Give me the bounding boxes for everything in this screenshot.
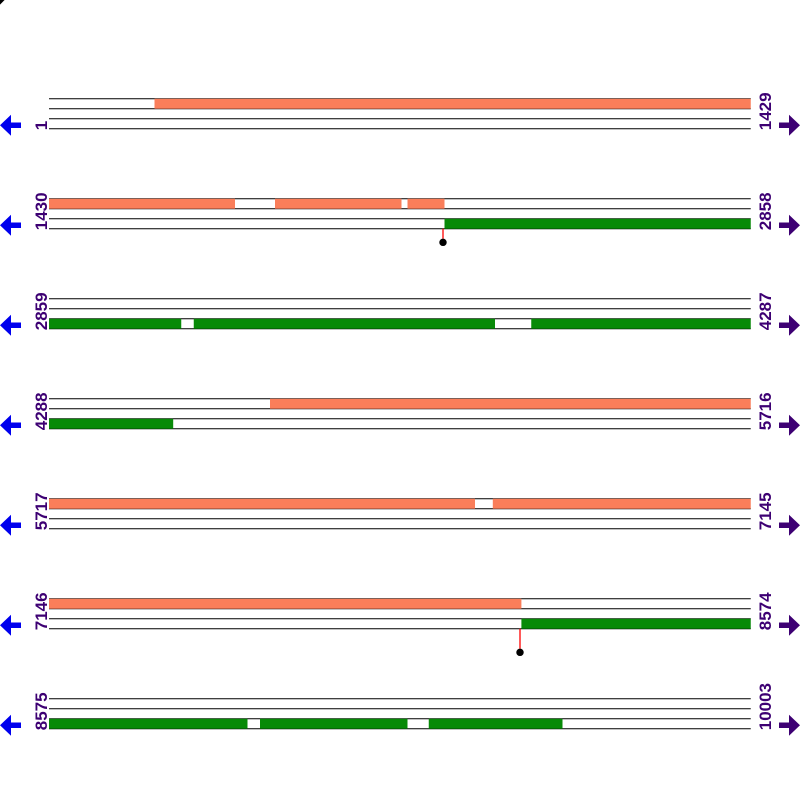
svg-text:8575: 8575 (32, 692, 51, 730)
svg-text:1430: 1430 (32, 192, 51, 230)
svg-text:7145: 7145 (756, 492, 775, 530)
svg-text:4287: 4287 (756, 292, 775, 330)
svg-text:4288: 4288 (32, 392, 51, 430)
svg-text:2859: 2859 (32, 292, 51, 330)
svg-text:1: 1 (32, 121, 51, 130)
svg-text:7146: 7146 (32, 592, 51, 630)
svg-text:10003: 10003 (756, 683, 775, 730)
svg-text:5717: 5717 (32, 492, 51, 530)
svg-text:8574: 8574 (756, 592, 775, 630)
svg-text:2858: 2858 (756, 192, 775, 230)
svg-text:1429: 1429 (756, 92, 775, 130)
svg-text:5716: 5716 (756, 392, 775, 430)
